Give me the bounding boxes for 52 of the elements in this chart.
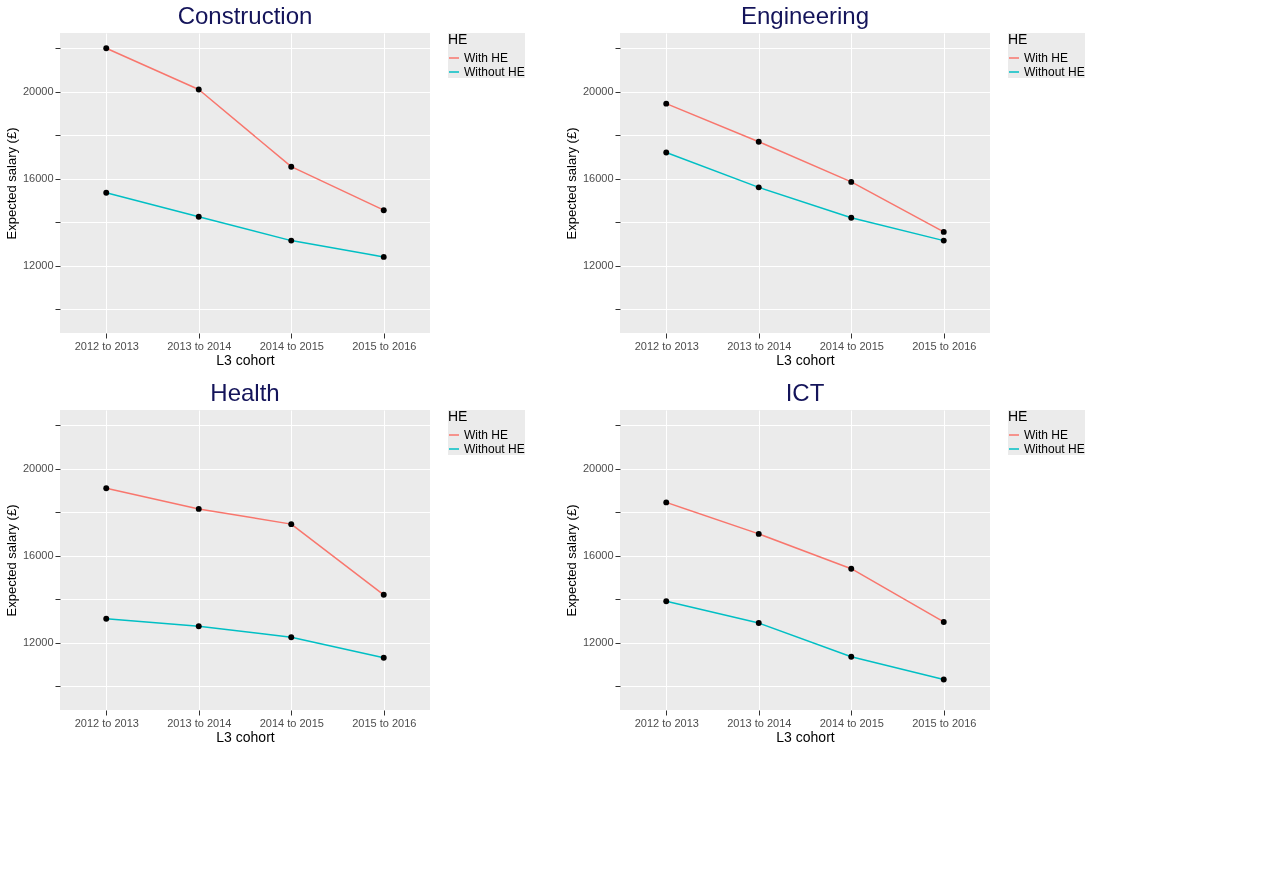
legend-title: HE [448, 31, 468, 47]
y-axis-title: Expected salary (£) [3, 504, 19, 617]
y-axis-title: Expected salary (£) [563, 504, 579, 617]
y-tick-label: 12000 [22, 259, 54, 272]
y-axis-title: Expected salary (£) [3, 127, 19, 240]
legend-label: Without HE [1024, 65, 1085, 79]
x-axis-title: L3 cohort [776, 728, 835, 745]
legend-label: Without HE [464, 442, 525, 456]
legend-label: Without HE [1024, 442, 1085, 456]
y-tick-label: 16000 [22, 549, 54, 562]
x-tick-label: 2014 to 2015 [819, 716, 884, 729]
x-tick-label: 2014 to 2015 [259, 716, 324, 729]
legend-label: Without HE [464, 65, 525, 79]
y-tick-label: 16000 [582, 549, 614, 562]
y-tick-label: 12000 [22, 636, 54, 649]
y-tick-label: 20000 [22, 85, 54, 98]
y-axis-title: Expected salary (£) [563, 127, 579, 240]
legend-label: With HE [464, 51, 509, 65]
x-tick-label: 2013 to 2014 [727, 716, 792, 729]
chart-title: Health [210, 379, 280, 406]
x-tick-label: 2015 to 2016 [352, 716, 417, 729]
x-tick-label: 2012 to 2013 [74, 339, 139, 352]
x-tick-label: 2015 to 2016 [352, 339, 417, 352]
x-tick-label: 2013 to 2014 [167, 339, 232, 352]
y-tick-label: 12000 [582, 259, 614, 272]
x-axis-title: L3 cohort [216, 728, 275, 745]
x-tick-label: 2014 to 2015 [259, 339, 324, 352]
x-tick-label: 2012 to 2013 [634, 716, 699, 729]
y-tick-label: 20000 [582, 462, 614, 475]
legend-title: HE [448, 408, 468, 424]
x-axis-title: L3 cohort [776, 351, 835, 368]
legend-title: HE [1008, 408, 1028, 424]
x-tick-label: 2014 to 2015 [819, 339, 884, 352]
legend-label: With HE [1024, 428, 1069, 442]
legend-label: With HE [464, 428, 509, 442]
y-tick-label: 16000 [582, 172, 614, 185]
x-tick-label: 2013 to 2014 [727, 339, 792, 352]
legend-title: HE [1008, 31, 1028, 47]
x-tick-label: 2015 to 2016 [912, 716, 977, 729]
chart-title: ICT [785, 379, 825, 406]
y-tick-label: 20000 [582, 85, 614, 98]
chart-title: Construction [177, 2, 313, 29]
y-tick-label: 12000 [582, 636, 614, 649]
x-tick-label: 2012 to 2013 [74, 716, 139, 729]
x-axis-title: L3 cohort [216, 351, 275, 368]
x-tick-label: 2012 to 2013 [634, 339, 699, 352]
legend-label: With HE [1024, 51, 1069, 65]
x-tick-label: 2013 to 2014 [167, 716, 232, 729]
chart-title: Engineering [740, 2, 870, 29]
x-tick-label: 2015 to 2016 [912, 339, 977, 352]
y-tick-label: 20000 [22, 462, 54, 475]
y-tick-label: 16000 [22, 172, 54, 185]
